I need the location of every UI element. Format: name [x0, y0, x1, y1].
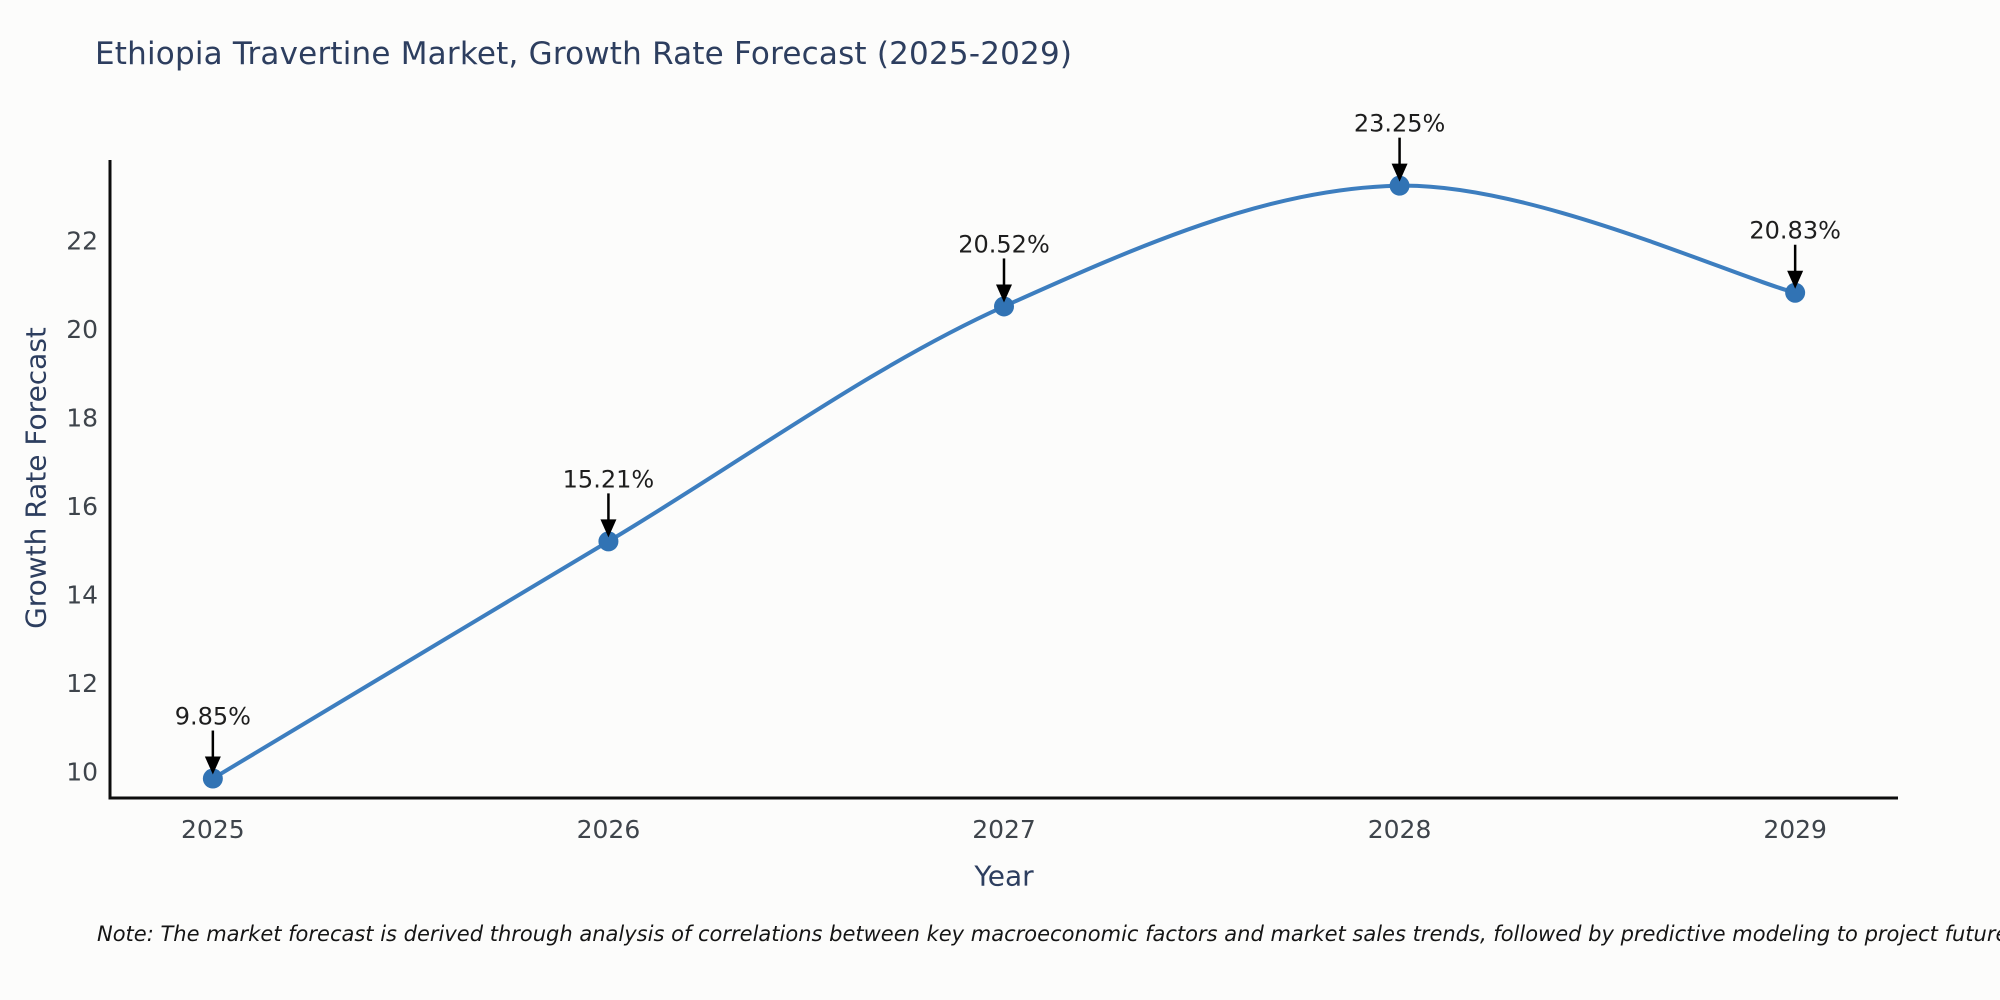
y-tick-label: 20: [66, 315, 98, 344]
annotation-label: 15.21%: [563, 465, 655, 493]
data-point-marker: [994, 296, 1014, 317]
y-tick-label: 16: [66, 492, 98, 521]
annotation-arrowhead: [1787, 270, 1804, 289]
annotation-arrowhead: [600, 519, 617, 538]
annotation-arrowhead: [996, 284, 1012, 303]
data-point-marker: [1389, 175, 1410, 196]
x-tick-label: 2026: [577, 815, 641, 844]
chart-title: Ethiopia Travertine Market, Growth Rate …: [95, 36, 1073, 72]
y-tick-label: 14: [66, 580, 98, 609]
annotation-label: 20.52%: [958, 230, 1050, 258]
y-tick-label: 22: [66, 226, 98, 255]
y-tick-label: 18: [66, 403, 98, 432]
footnote: Note: The market forecast is derived thr…: [97, 922, 2000, 946]
data-point-marker: [202, 768, 223, 789]
annotation-label: 23.25%: [1354, 110, 1446, 138]
x-tick-label: 2025: [181, 815, 245, 844]
annotation-arrowhead: [1391, 163, 1408, 182]
x-tick-label: 2029: [1763, 815, 1827, 844]
data-point-marker: [1785, 282, 1806, 303]
annotation-label: 9.85%: [175, 703, 251, 731]
y-tick-label: 10: [66, 757, 98, 786]
data-point-marker: [598, 531, 619, 552]
x-tick-label: 2027: [972, 815, 1036, 844]
annotation-arrowhead: [204, 756, 221, 775]
x-axis-title: Year: [974, 859, 1034, 893]
x-tick-label: 2028: [1368, 815, 1432, 844]
y-tick-label: 12: [66, 669, 98, 698]
annotation-label: 20.83%: [1749, 217, 1841, 245]
